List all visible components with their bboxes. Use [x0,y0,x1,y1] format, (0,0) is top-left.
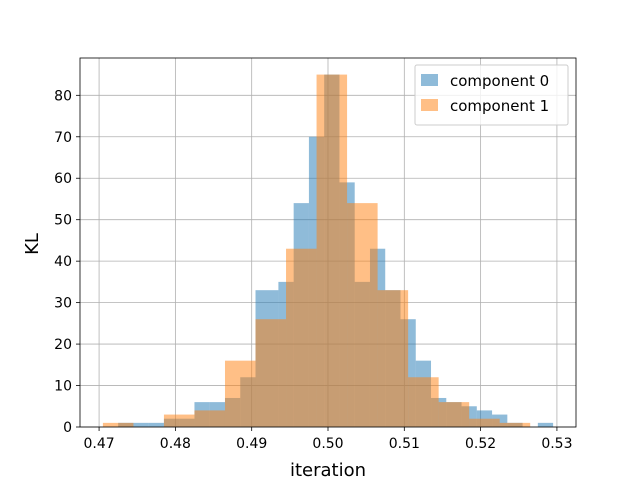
x-tick-label: 0.48 [160,436,191,452]
legend-label: component 0 [450,72,549,90]
histogram-bar-component-0 [148,422,164,427]
histogram-bar-component-1 [347,203,378,427]
histogram-bar-component-1 [255,319,287,427]
histogram-bar-component-1 [194,410,225,427]
histogram-bar-component-1 [499,422,531,427]
x-axis-ticks: 0.47 0.48 0.49 0.50 0.51 0.52 0.53 [83,427,573,452]
histogram-bar-component-1 [316,74,348,428]
y-tick-label: 60 [54,171,72,187]
y-tick-label: 0 [63,420,72,436]
histogram-bar-component-1 [377,290,409,427]
x-tick-label: 0.51 [389,436,420,452]
histogram-bar-component-1 [408,377,439,427]
histogram-bar-component-1 [438,402,470,427]
y-tick-label: 70 [54,130,72,146]
y-tick-label: 40 [54,254,72,270]
legend-box [414,64,569,126]
x-tick-label: 0.49 [236,436,267,452]
y-axis-label: KL [22,233,43,255]
y-axis-ticks: 0 10 20 30 40 50 60 70 80 [54,88,80,436]
y-tick-label: 30 [54,296,72,312]
x-tick-label: 0.53 [541,436,572,452]
legend-label: component 1 [450,97,549,115]
histogram-bar-component-1 [224,360,256,427]
legend-swatch [421,74,438,86]
x-tick-label: 0.50 [312,436,343,452]
y-tick-label: 80 [54,88,72,104]
legend: component 0 component 1 [414,64,569,126]
histogram-bar-component-1 [469,418,500,427]
y-tick-label: 50 [54,213,72,229]
y-tick-label: 20 [54,337,72,353]
x-tick-label: 0.52 [465,436,496,452]
y-tick-label: 10 [54,379,72,395]
histogram-bar-component-0 [537,422,554,427]
legend-swatch [421,99,438,111]
histogram-bar-component-1 [163,414,195,427]
histogram-bar-component-1 [102,422,134,427]
histogram-bar-component-1 [286,248,317,427]
histogram-bars [102,74,554,428]
x-axis-label: iteration [290,460,366,480]
x-tick-label: 0.47 [83,436,114,452]
